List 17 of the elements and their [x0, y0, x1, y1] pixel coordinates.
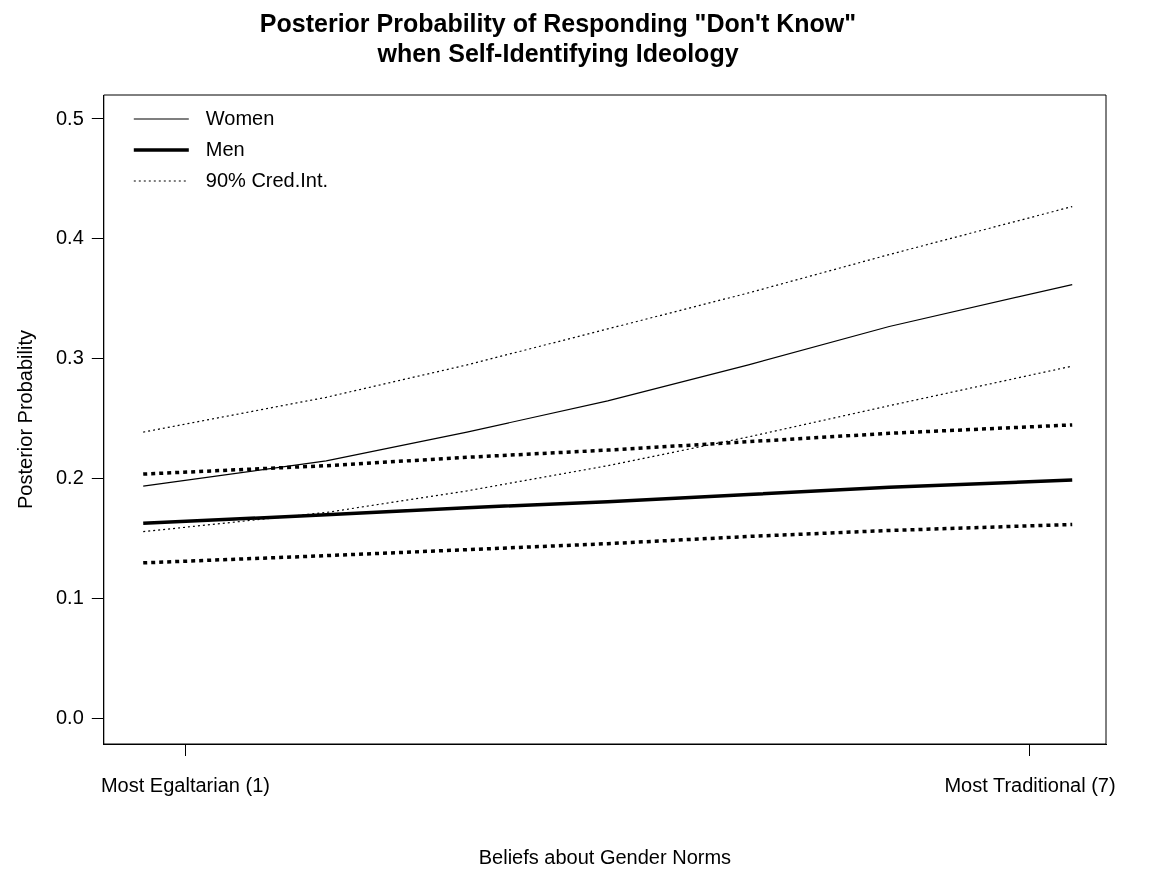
- y-tick-label: 0.2: [55, 466, 84, 489]
- x-tick-label: Most Traditional (7): [944, 773, 1116, 796]
- x-axis-title: Beliefs about Gender Norms: [478, 845, 732, 868]
- line-series: [142, 205, 1073, 433]
- y-tick-label: 0.1: [55, 586, 84, 609]
- y-axis-title: Posterior Probability: [13, 330, 36, 509]
- x-tick-label: Most Egaltarian (1): [100, 773, 270, 796]
- legend-label: Women: [205, 106, 275, 129]
- y-tick-label: 0.5: [55, 106, 84, 129]
- line-series: [141, 522, 1074, 565]
- y-tick-label: 0.4: [55, 226, 84, 249]
- y-tick-label: 0.3: [55, 346, 84, 369]
- legend-label: Men: [205, 137, 245, 160]
- line-series: [142, 365, 1073, 533]
- y-tick-label: 0.0: [55, 706, 84, 729]
- legend-label: 90% Cred.Int.: [205, 168, 329, 191]
- chart-title: Posterior Probability of Responding "Don't Know" when Self-Identifying Ideology: [259, 8, 857, 67]
